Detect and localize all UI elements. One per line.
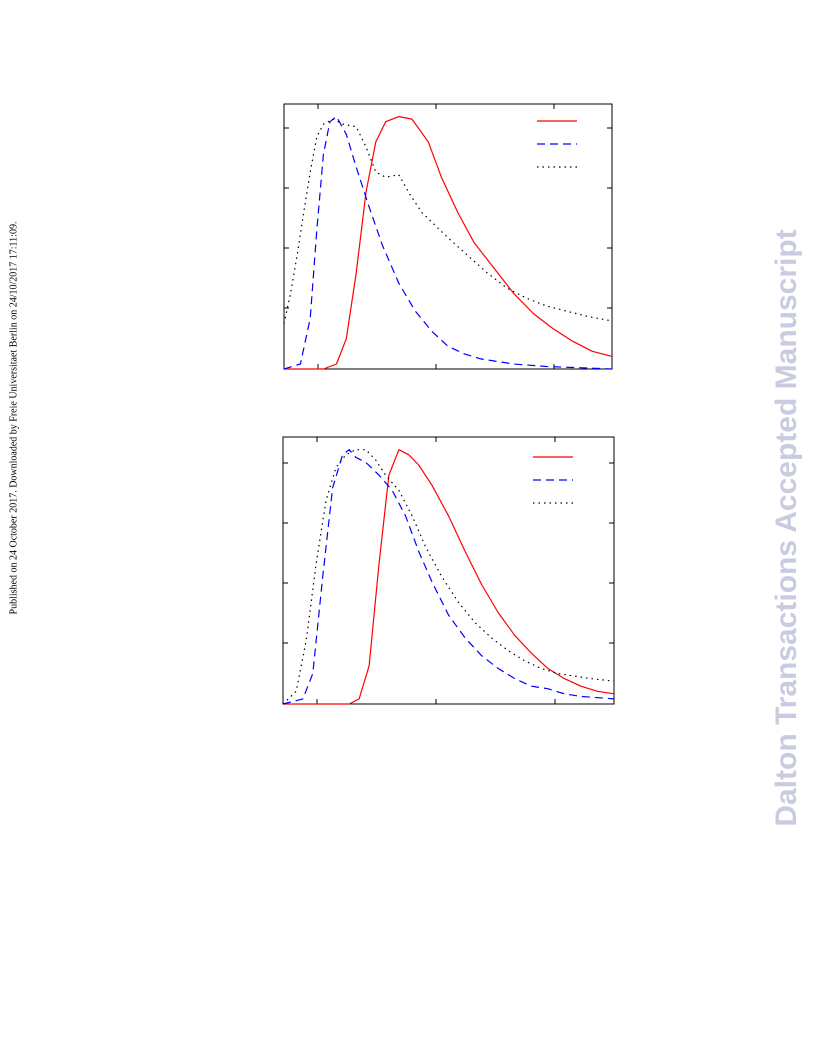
plot-frame: [283, 103, 613, 370]
series-line-2: [283, 116, 613, 370]
series-line-1: [284, 116, 613, 370]
series-line-3: [282, 449, 615, 705]
series-line-1: [283, 449, 615, 705]
plot-frame: [282, 436, 615, 705]
series-line-2: [282, 449, 615, 705]
series-line-3: [283, 118, 613, 324]
chart-panel-1: [283, 103, 613, 370]
chart-panel-2: [282, 436, 615, 705]
